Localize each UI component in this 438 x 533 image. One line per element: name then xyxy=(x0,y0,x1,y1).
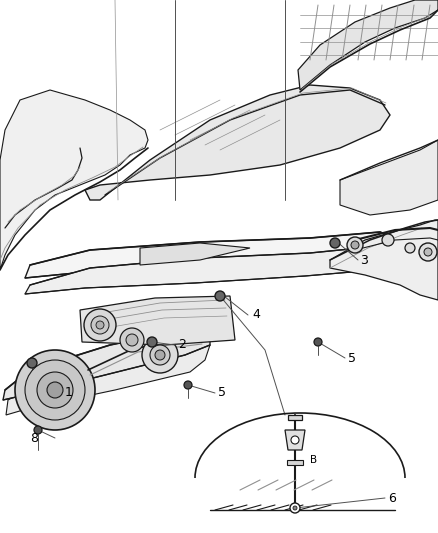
Circle shape xyxy=(155,350,165,360)
Circle shape xyxy=(293,506,297,510)
Circle shape xyxy=(419,243,437,261)
Circle shape xyxy=(126,334,138,346)
Circle shape xyxy=(27,358,37,368)
Text: 3: 3 xyxy=(360,254,368,266)
Polygon shape xyxy=(298,0,438,90)
Circle shape xyxy=(290,503,300,513)
Text: 5: 5 xyxy=(348,351,356,365)
Circle shape xyxy=(184,381,192,389)
Circle shape xyxy=(96,321,104,329)
Circle shape xyxy=(150,345,170,365)
Circle shape xyxy=(120,328,144,352)
Polygon shape xyxy=(25,232,395,278)
Polygon shape xyxy=(288,415,302,420)
Polygon shape xyxy=(0,90,148,270)
Circle shape xyxy=(84,309,116,341)
Polygon shape xyxy=(85,85,390,200)
Polygon shape xyxy=(80,296,235,345)
Circle shape xyxy=(347,237,363,253)
Circle shape xyxy=(37,372,73,408)
Circle shape xyxy=(424,248,432,256)
Circle shape xyxy=(382,234,394,246)
Circle shape xyxy=(351,241,359,249)
Circle shape xyxy=(147,337,157,347)
Circle shape xyxy=(405,243,415,253)
Circle shape xyxy=(15,350,95,430)
Polygon shape xyxy=(287,460,303,465)
Text: 1: 1 xyxy=(65,386,73,400)
Text: B: B xyxy=(310,455,317,465)
Text: 8: 8 xyxy=(30,432,38,445)
Circle shape xyxy=(25,360,85,420)
Polygon shape xyxy=(6,345,210,415)
Circle shape xyxy=(142,337,178,373)
Text: 5: 5 xyxy=(218,386,226,400)
Polygon shape xyxy=(330,220,438,300)
Polygon shape xyxy=(3,328,210,400)
Circle shape xyxy=(314,338,322,346)
Circle shape xyxy=(215,291,225,301)
Circle shape xyxy=(34,426,42,434)
Circle shape xyxy=(91,316,109,334)
Polygon shape xyxy=(140,243,250,265)
Polygon shape xyxy=(25,246,395,294)
Circle shape xyxy=(330,238,340,248)
Text: 6: 6 xyxy=(388,491,396,505)
Text: 4: 4 xyxy=(252,309,260,321)
Polygon shape xyxy=(340,140,438,215)
Circle shape xyxy=(291,436,299,444)
Polygon shape xyxy=(285,430,305,450)
Circle shape xyxy=(47,382,63,398)
Text: 2: 2 xyxy=(178,338,186,351)
